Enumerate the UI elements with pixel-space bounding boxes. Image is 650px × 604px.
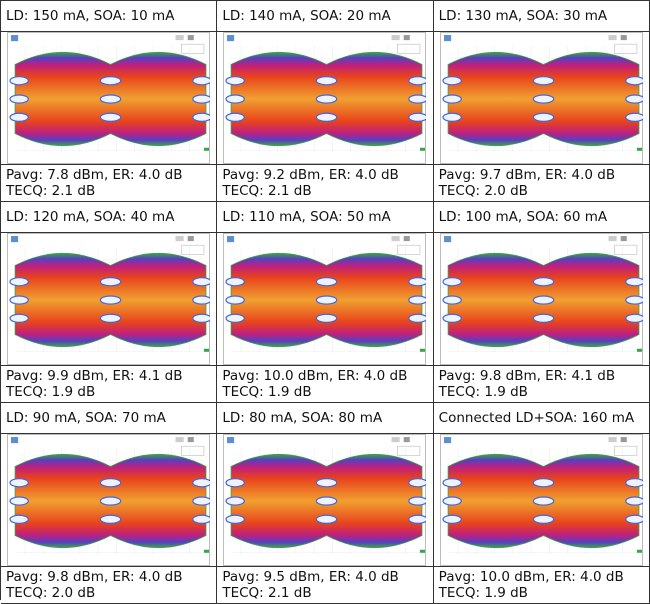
eye-diagram xyxy=(217,434,432,566)
tecq-line: TECQ: 2.1 dB xyxy=(222,183,432,199)
power-line: Pavg: 9.7 dBm, ER: 4.0 dB xyxy=(439,167,649,183)
eye-diagram-image xyxy=(6,32,211,164)
power-line: Pavg: 7.8 dBm, ER: 4.0 dB xyxy=(6,167,216,183)
table-cell: LD: 110 mA, SOA: 50 mA Pavg: 10.0 dBm, ER… xyxy=(217,202,433,403)
eye-diagram-image xyxy=(6,233,211,365)
power-line: Pavg: 10.0 dBm, ER: 4.0 dB xyxy=(439,569,649,585)
table-cell: LD: 150 mA, SOA: 10 mA Pavg: 7.8 dBm, ER:… xyxy=(1,1,217,202)
cell-header: LD: 110 mA, SOA: 50 mA xyxy=(217,202,432,233)
tecq-line: TECQ: 2.1 dB xyxy=(222,585,432,601)
eye-diagram-table: LD: 150 mA, SOA: 10 mA Pavg: 7.8 dBm, ER:… xyxy=(0,0,650,600)
cell-header: LD: 80 mA, SOA: 80 mA xyxy=(217,403,432,434)
cell-header: LD: 140 mA, SOA: 20 mA xyxy=(217,1,432,32)
power-line: Pavg: 9.2 dBm, ER: 4.0 dB xyxy=(222,167,432,183)
eye-diagram xyxy=(217,32,432,164)
eye-diagram xyxy=(1,32,216,164)
eye-diagram-image xyxy=(439,233,644,365)
power-line: Pavg: 10.0 dBm, ER: 4.0 dB xyxy=(222,368,432,384)
eye-diagram-image xyxy=(439,32,644,164)
table-cell: LD: 100 mA, SOA: 60 mA Pavg: 9.8 dBm, ER:… xyxy=(434,202,650,403)
table-cell: Connected LD+SOA: 160 mA Pavg: 10.0 dBm, … xyxy=(434,403,650,604)
table-cell: LD: 140 mA, SOA: 20 mA Pavg: 9.2 dBm, ER:… xyxy=(217,1,433,202)
cell-header: LD: 120 mA, SOA: 40 mA xyxy=(1,202,216,233)
table-cell: LD: 90 mA, SOA: 70 mA Pavg: 9.8 dBm, ER: … xyxy=(1,403,217,604)
eye-diagram xyxy=(434,233,649,365)
power-line: Pavg: 9.5 dBm, ER: 4.0 dB xyxy=(222,569,432,585)
eye-diagram-image xyxy=(222,32,427,164)
table-cell: LD: 130 mA, SOA: 30 mA Pavg: 9.7 dBm, ER:… xyxy=(434,1,650,202)
tecq-line: TECQ: 1.9 dB xyxy=(222,384,432,400)
tecq-line: TECQ: 2.0 dB xyxy=(6,585,216,601)
cell-header: LD: 100 mA, SOA: 60 mA xyxy=(434,202,649,233)
eye-diagram-image xyxy=(222,233,427,365)
tecq-line: TECQ: 1.9 dB xyxy=(6,384,216,400)
table-cell: LD: 120 mA, SOA: 40 mA Pavg: 9.9 dBm, ER:… xyxy=(1,202,217,403)
power-line: Pavg: 9.8 dBm, ER: 4.1 dB xyxy=(439,368,649,384)
tecq-line: TECQ: 2.0 dB xyxy=(439,183,649,199)
eye-diagram xyxy=(434,434,649,566)
tecq-line: TECQ: 1.9 dB xyxy=(439,384,649,400)
table-cell: LD: 80 mA, SOA: 80 mA Pavg: 9.5 dBm, ER: … xyxy=(217,403,433,604)
cell-header: LD: 130 mA, SOA: 30 mA xyxy=(434,1,649,32)
tecq-line: TECQ: 1.9 dB xyxy=(439,585,649,601)
tecq-line: TECQ: 2.1 dB xyxy=(6,183,216,199)
eye-diagram xyxy=(217,233,432,365)
cell-header: LD: 90 mA, SOA: 70 mA xyxy=(1,403,216,434)
eye-diagram-image xyxy=(222,434,427,566)
cell-header: Connected LD+SOA: 160 mA xyxy=(434,403,649,434)
eye-diagram xyxy=(1,434,216,566)
cell-header: LD: 150 mA, SOA: 10 mA xyxy=(1,1,216,32)
eye-diagram-image xyxy=(439,434,644,566)
eye-diagram xyxy=(434,32,649,164)
power-line: Pavg: 9.8 dBm, ER: 4.0 dB xyxy=(6,569,216,585)
power-line: Pavg: 9.9 dBm, ER: 4.1 dB xyxy=(6,368,216,384)
eye-diagram-image xyxy=(6,434,211,566)
eye-diagram xyxy=(1,233,216,365)
